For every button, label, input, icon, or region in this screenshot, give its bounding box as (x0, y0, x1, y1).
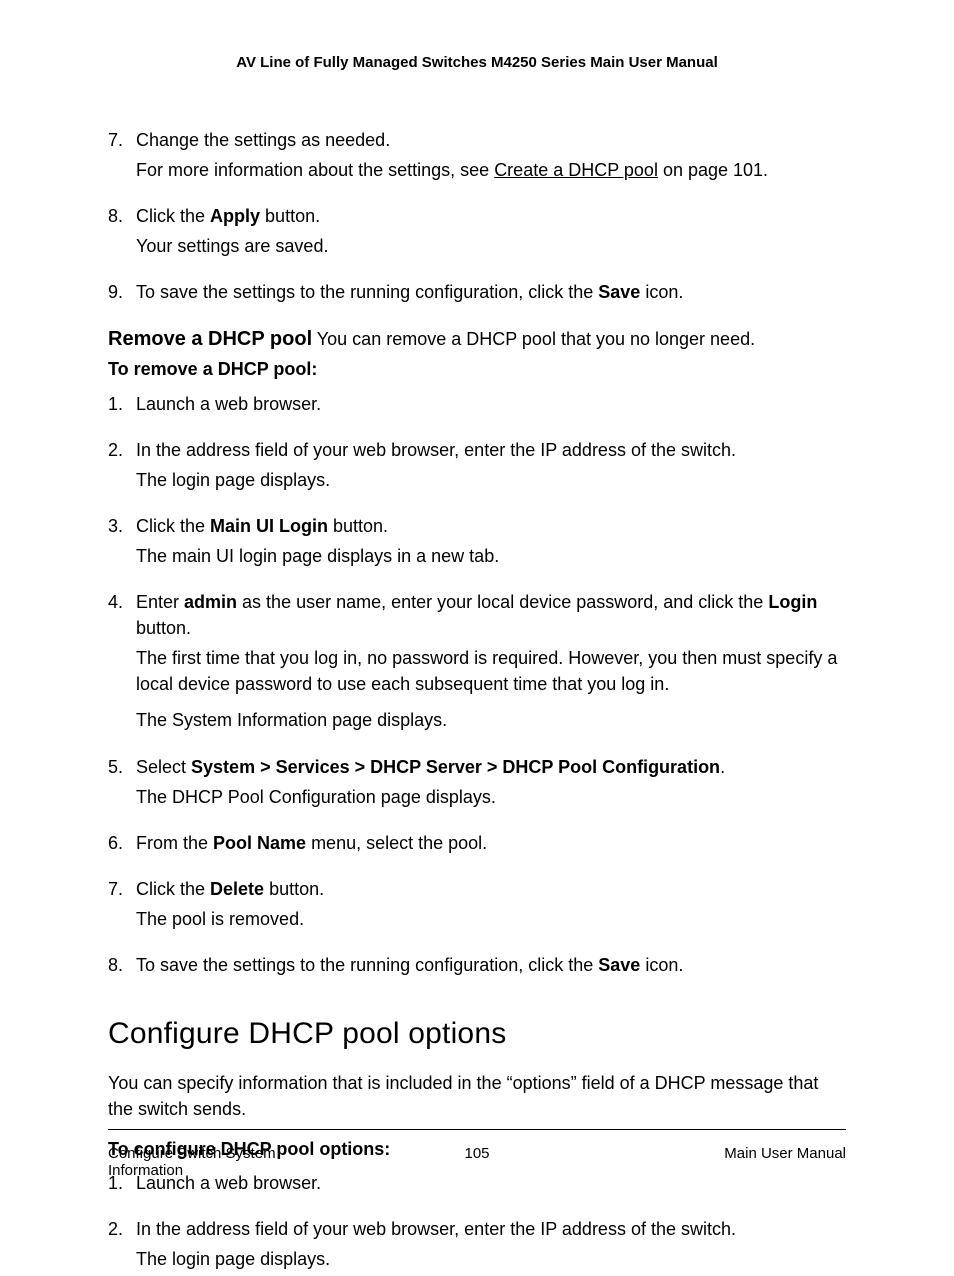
step-number: 8. (108, 203, 136, 263)
list-item: 5.Select System > Services > DHCP Server… (108, 754, 846, 814)
step-text: Click the Main UI Login button. (136, 513, 846, 539)
step-body: From the Pool Name menu, select the pool… (136, 830, 846, 860)
step-text: Your settings are saved. (136, 233, 846, 259)
list-item: 4.Enter admin as the user name, enter yo… (108, 589, 846, 737)
step-body: Launch a web browser. (136, 391, 846, 421)
step-text: Click the Delete button. (136, 876, 846, 902)
step-body: Enter admin as the user name, enter your… (136, 589, 846, 737)
list-item: 8.To save the settings to the running co… (108, 952, 846, 982)
step-text: The DHCP Pool Configuration page display… (136, 784, 846, 810)
step-number: 2. (108, 1216, 136, 1276)
step-text: Change the settings as needed. (136, 127, 846, 153)
remove-dhcp-steps: 1.Launch a web browser.2.In the address … (108, 391, 846, 983)
step-text: From the Pool Name menu, select the pool… (136, 830, 846, 856)
remove-dhcp-subhead: To remove a DHCP pool: (108, 356, 846, 382)
step-number: 5. (108, 754, 136, 814)
configure-options-heading: Configure DHCP pool options (108, 1012, 846, 1056)
page-footer: Configure Switch System Information 105 … (108, 1145, 846, 1179)
step-body: Click the Delete button. The pool is remo… (136, 876, 846, 936)
step-number: 2. (108, 437, 136, 497)
list-item: 7.Click the Delete button. The pool is re… (108, 876, 846, 936)
step-number: 7. (108, 127, 136, 187)
step-number: 3. (108, 513, 136, 573)
step-body: In the address field of your web browser… (136, 437, 846, 497)
footer-right: Main User Manual (646, 1145, 846, 1162)
list-item: 7.Change the settings as needed. For more… (108, 127, 846, 187)
step-body: To save the settings to the running conf… (136, 279, 846, 309)
step-number: 4. (108, 589, 136, 737)
top-steps-list: 7.Change the settings as needed. For more… (108, 127, 846, 309)
list-item: 2.In the address field of your web brows… (108, 1216, 846, 1276)
step-number: 1. (108, 391, 136, 421)
footer-page-number: 105 (308, 1145, 646, 1162)
step-number: 6. (108, 830, 136, 860)
step-text: For more information about the settings,… (136, 157, 846, 183)
step-body: Click the Main UI Login button. The main … (136, 513, 846, 573)
step-body: In the address field of your web browser… (136, 1216, 846, 1276)
running-header: AV Line of Fully Managed Switches M4250 … (108, 54, 846, 71)
list-item: 6.From the Pool Name menu, select the po… (108, 830, 846, 860)
step-text: The first time that you log in, no passw… (136, 645, 846, 697)
document-page: AV Line of Fully Managed Switches M4250 … (0, 0, 954, 1235)
page-content: 7.Change the settings as needed.For more… (108, 127, 846, 1276)
remove-dhcp-heading: Remove a DHCP pool You can remove a DHCP… (108, 325, 846, 354)
list-item: 1.Launch a web browser. (108, 391, 846, 421)
step-text: In the address field of your web browser… (136, 1216, 846, 1242)
step-number: 8. (108, 952, 136, 982)
step-text: The main UI login page displays in a new… (136, 543, 846, 569)
step-body: Change the settings as needed. For more i… (136, 127, 846, 187)
step-text: Click the Apply button. (136, 203, 846, 229)
remove-dhcp-desc: You can remove a DHCP pool that you no l… (312, 329, 755, 349)
step-body: Click the Apply button. Your settings are… (136, 203, 846, 263)
list-item: 8.Click the Apply button. Your settings a… (108, 203, 846, 263)
step-text: Select System > Services > DHCP Server >… (136, 754, 846, 780)
footer-left: Configure Switch System Information (108, 1145, 308, 1179)
list-item: 3.Click the Main UI Login button. The mai… (108, 513, 846, 573)
step-text: Launch a web browser. (136, 391, 846, 417)
step-text: The pool is removed. (136, 906, 846, 932)
step-text: The login page displays. (136, 467, 846, 493)
configure-options-intro: You can specify information that is incl… (108, 1070, 846, 1122)
list-item: 9.To save the settings to the running co… (108, 279, 846, 309)
step-body: To save the settings to the running conf… (136, 952, 846, 982)
step-text: To save the settings to the running conf… (136, 279, 846, 305)
step-text: The login page displays. (136, 1246, 846, 1272)
step-text: To save the settings to the running conf… (136, 952, 846, 978)
step-text: In the address field of your web browser… (136, 437, 846, 463)
step-text: The System Information page displays. (136, 707, 846, 733)
remove-dhcp-title: Remove a DHCP pool (108, 328, 312, 350)
step-body: Select System > Services > DHCP Server >… (136, 754, 846, 814)
footer-rule (108, 1129, 846, 1130)
list-item: 2.In the address field of your web brows… (108, 437, 846, 497)
step-number: 7. (108, 876, 136, 936)
configure-options-steps: 1.Launch a web browser.2.In the address … (108, 1170, 846, 1276)
step-number: 9. (108, 279, 136, 309)
step-text: Enter admin as the user name, enter your… (136, 589, 846, 641)
